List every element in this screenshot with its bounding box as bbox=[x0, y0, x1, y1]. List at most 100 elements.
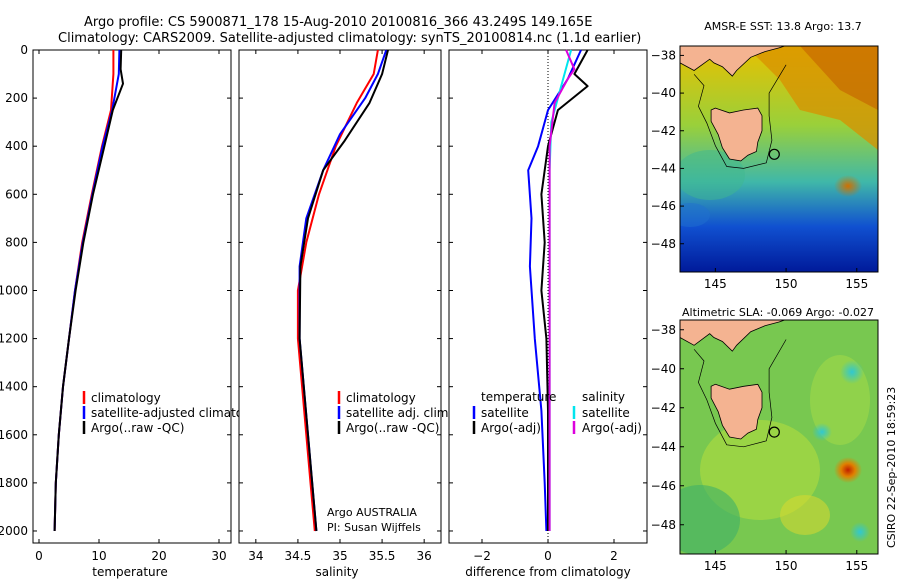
latitude-tick-label: −42 bbox=[651, 124, 676, 138]
salinity-axis-label: salinity bbox=[315, 565, 358, 579]
salinity-plot-frame bbox=[238, 49, 442, 544]
latitude-tick-label: −38 bbox=[651, 323, 676, 337]
sla-land bbox=[679, 319, 787, 448]
depth-tick-label: 1600 bbox=[0, 428, 28, 442]
x-tick-label: 34.5 bbox=[285, 549, 312, 563]
x-tick-label: 35.5 bbox=[369, 549, 396, 563]
sst-map-panel: AMSR-E SST: 13.8 Argo: 13.7 145 150 155 −38… bbox=[651, 20, 879, 291]
salinity-ticks: 34 34.5 35 35.5 36 bbox=[248, 50, 432, 563]
legend-climatology-label: climatology bbox=[91, 391, 161, 405]
depth-tick-label: 200 bbox=[5, 91, 28, 105]
shelf-contour bbox=[693, 339, 787, 448]
longitude-tick-label: 155 bbox=[845, 559, 868, 573]
latitude-tick-label: −48 bbox=[651, 518, 676, 532]
difference-ticks: −2 0 2 bbox=[473, 50, 618, 563]
depth-tick-label: 1000 bbox=[0, 283, 28, 297]
series-line-temperature-satellite bbox=[527, 49, 582, 532]
sla-argo-location-marker bbox=[768, 426, 780, 438]
x-tick-label: 0 bbox=[35, 549, 43, 563]
series-line-temperature-argo-adj bbox=[540, 49, 589, 531]
x-tick-label: 30 bbox=[211, 549, 226, 563]
series-line-argo-raw-qc bbox=[298, 49, 389, 532]
difference-series bbox=[527, 49, 589, 532]
tasmania-land bbox=[710, 107, 763, 162]
pi-label: PI: Susan Wijffels bbox=[327, 521, 421, 534]
sst-map-field bbox=[680, 46, 878, 272]
latitude-tick-label: −46 bbox=[651, 199, 676, 213]
sla-map-title: Altimetric SLA: -0.069 Argo: -0.027 bbox=[682, 306, 874, 319]
longitude-tick-label: 145 bbox=[704, 277, 727, 291]
x-tick-label: 0 bbox=[544, 549, 552, 563]
sla-map-ticks: 145 150 155 −38 −40 −42 −44 −46 −48 bbox=[651, 323, 869, 573]
temperature-profile-panel: 0 200 400 600 800 1000 1200 1400 1600 1800 2000 0 1… bbox=[0, 43, 269, 579]
series-line-argo-raw-qc bbox=[53, 49, 124, 532]
depth-tick-label: 400 bbox=[5, 139, 28, 153]
depth-tick-label: 1200 bbox=[0, 332, 28, 346]
salinity-depth-ticks bbox=[239, 49, 441, 532]
temperature-series bbox=[53, 49, 124, 532]
legend-sal-argo-label: Argo(-adj) bbox=[582, 421, 642, 435]
temperature-plot-frame bbox=[32, 49, 232, 544]
legend-temp-satellite-label: satellite bbox=[481, 406, 529, 420]
x-tick-label: 20 bbox=[151, 549, 166, 563]
longitude-tick-label: 145 bbox=[704, 559, 727, 573]
longitude-tick-label: 155 bbox=[845, 277, 868, 291]
longitude-tick-label: 150 bbox=[775, 277, 798, 291]
legend-satellite-label: satellite-adjusted climatology bbox=[91, 406, 269, 420]
legend-argo-label: Argo(..raw -QC) bbox=[91, 421, 184, 435]
legend-argo-label: Argo(..raw -QC) bbox=[346, 421, 439, 435]
legend-climatology-label: climatology bbox=[346, 391, 416, 405]
sst-map-ticks: 145 150 155 −38 −40 −42 −44 −46 −48 bbox=[651, 48, 869, 291]
difference-legend: temperature satellite Argo(-adj) salinit… bbox=[472, 390, 642, 435]
csiro-credit: CSIRO 22-Sep-2010 18:59:23 bbox=[885, 387, 898, 548]
tasmania-land bbox=[710, 383, 763, 440]
legend-salinity-header: salinity bbox=[582, 390, 625, 404]
temperature-axis-label: temperature bbox=[92, 565, 167, 579]
latitude-tick-label: −44 bbox=[651, 440, 676, 454]
sla-map-panel: Altimetric SLA: -0.069 Argo: -0.027 145 1… bbox=[651, 306, 879, 573]
latitude-tick-label: −38 bbox=[651, 48, 676, 62]
sla-map-frame bbox=[679, 319, 879, 555]
difference-depth-ticks bbox=[449, 49, 647, 532]
latitude-tick-label: −40 bbox=[651, 362, 676, 376]
depth-tick-label: 1800 bbox=[0, 476, 28, 490]
x-tick-label: 36 bbox=[417, 549, 432, 563]
depth-tick-label: 2000 bbox=[0, 524, 28, 538]
longitude-tick-label: 150 bbox=[775, 559, 798, 573]
depth-tick-label: 0 bbox=[20, 43, 28, 57]
argo-australia-label: Argo AUSTRALIA bbox=[327, 506, 417, 519]
temperature-ticks: 0 10 20 30 bbox=[35, 50, 227, 563]
x-tick-label: 10 bbox=[91, 549, 106, 563]
shelf-contour bbox=[693, 64, 787, 169]
sst-map-frame bbox=[679, 45, 879, 273]
x-tick-label: 2 bbox=[610, 549, 618, 563]
sst-map-title: AMSR-E SST: 13.8 Argo: 13.7 bbox=[704, 20, 862, 33]
legend-temperature-header: temperature bbox=[481, 390, 556, 404]
figure-title-line2: Climatology: CARS2009. Satellite-adjuste… bbox=[58, 31, 641, 46]
depth-tick-label: 1400 bbox=[0, 380, 28, 394]
depth-tick-label: 600 bbox=[5, 187, 28, 201]
salinity-legend: climatology satellite adj. clim. Argo(..… bbox=[337, 391, 452, 435]
series-line-climatology bbox=[296, 49, 379, 532]
salinity-series bbox=[296, 49, 389, 532]
latitude-tick-label: −46 bbox=[651, 479, 676, 493]
x-tick-label: −2 bbox=[473, 549, 491, 563]
figure-title-line1: Argo profile: CS 5900871_178 15-Aug-2010… bbox=[84, 15, 592, 30]
latitude-tick-label: −44 bbox=[651, 161, 676, 175]
latitude-tick-label: −42 bbox=[651, 401, 676, 415]
difference-axis-label: difference from climatology bbox=[465, 565, 631, 579]
sst-argo-location-marker bbox=[768, 148, 780, 160]
x-tick-label: 34 bbox=[248, 549, 263, 563]
x-tick-label: 35 bbox=[332, 549, 347, 563]
latitude-tick-label: −40 bbox=[651, 86, 676, 100]
series-line-salinity-argo-adj bbox=[548, 49, 576, 531]
latitude-tick-label: −48 bbox=[651, 237, 676, 251]
legend-sal-satellite-label: satellite bbox=[582, 406, 630, 420]
sst-land bbox=[679, 45, 787, 169]
depth-tick-label: 800 bbox=[5, 235, 28, 249]
salinity-profile-panel: 34 34.5 35 35.5 36 salinity climatology sate… bbox=[238, 49, 452, 579]
legend-temp-argo-label: Argo(-adj) bbox=[481, 421, 541, 435]
temperature-legend: climatology satellite-adjusted climatolo… bbox=[82, 391, 269, 435]
sla-map-field bbox=[680, 320, 878, 554]
